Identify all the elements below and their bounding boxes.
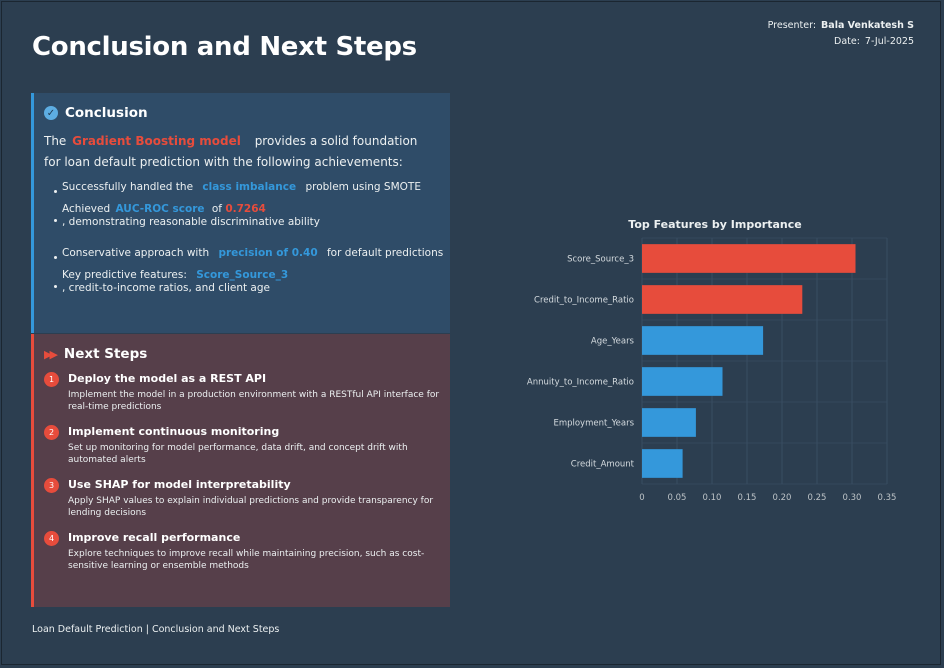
list-item: Achieved AUC-ROC score of 0.7264 , demon… xyxy=(54,203,450,229)
step-number: 3 xyxy=(44,478,59,493)
y-tick-label: Employment_Years xyxy=(553,419,634,429)
conclusion-heading-text: Conclusion xyxy=(65,105,148,121)
bullet-text: , demonstrating reasonable discriminativ… xyxy=(62,216,321,228)
x-tick-label: 0.35 xyxy=(878,493,897,503)
x-tick-label: 0 xyxy=(639,493,644,503)
bar xyxy=(642,326,764,355)
date-label: Date: xyxy=(834,36,860,47)
x-tick-label: 0.20 xyxy=(773,493,792,503)
bullet-text: Key predictive features: xyxy=(62,269,187,281)
step-title: Implement continuous monitoring xyxy=(68,425,280,438)
chart-x-ticks: 0 0.05 0.10 0.15 0.20 0.25 0.30 0.35 xyxy=(639,493,896,503)
bullet-text: problem using SMOTE xyxy=(305,181,421,193)
next-steps-heading-text: Next Steps xyxy=(63,346,148,362)
presenter-label: Presenter: xyxy=(767,20,817,31)
bullet-text: Successfully handled the xyxy=(62,181,194,193)
presenter-name: Bala Venkatesh S xyxy=(821,20,914,31)
step-description: Set up monitoring for model performance,… xyxy=(68,443,408,465)
bar xyxy=(642,285,803,314)
step-description: Apply SHAP values to explain individual … xyxy=(68,496,434,518)
step-item: 4 Improve recall performance Explore tec… xyxy=(44,531,450,572)
y-tick-label: Age_Years xyxy=(591,337,635,347)
step-item: 3 Use SHAP for model interpretability Ap… xyxy=(44,478,450,519)
intro-post: provides a solid foundation for loan def… xyxy=(44,134,418,169)
step-number: 4 xyxy=(44,531,59,546)
bullet-highlight: precision of 0.40 xyxy=(218,247,318,259)
intro-pre: The xyxy=(44,134,67,148)
x-tick-label: 0.05 xyxy=(668,493,687,503)
bullet-text: , credit-to-income ratios, and client ag… xyxy=(62,282,270,294)
bullet-value: 0.7264 xyxy=(225,203,266,215)
chart-y-labels: Score_Source_3 Credit_to_Income_Ratio Age_… xyxy=(527,255,635,470)
chart-bars xyxy=(642,244,856,478)
chart-title: Top Features by Importance xyxy=(628,218,801,231)
x-tick-label: 0.25 xyxy=(808,493,827,503)
conclusion-intro: The Gradient Boosting model provides a s… xyxy=(44,131,450,173)
step-number: 2 xyxy=(44,425,59,440)
bullet-highlight: AUC-ROC score xyxy=(115,203,205,215)
chart-grid xyxy=(641,237,888,485)
bar xyxy=(642,367,723,396)
y-tick-label: Credit_Amount xyxy=(571,460,635,470)
step-item: 2 Implement continuous monitoring Set up… xyxy=(44,425,450,466)
bullet-highlight: Score_Source_3 xyxy=(196,269,289,281)
step-item: 1 Deploy the model as a REST API Impleme… xyxy=(44,372,450,413)
list-item: Successfully handled the class imbalance… xyxy=(54,181,450,194)
x-tick-label: 0.15 xyxy=(738,493,757,503)
x-tick-label: 0.10 xyxy=(703,493,722,503)
bullet-text: of xyxy=(211,203,222,215)
x-tick-label: 0.30 xyxy=(843,493,862,503)
bullet-text: Achieved xyxy=(62,203,111,215)
bullet-highlight: class imbalance xyxy=(202,181,297,193)
bar xyxy=(642,244,856,273)
steps-list: 1 Deploy the model as a REST API Impleme… xyxy=(44,372,450,572)
list-item: Conservative approach with precision of … xyxy=(54,247,450,260)
bullet-text: Conservative approach with xyxy=(62,247,210,259)
next-steps-panel: ▶▶ Next Steps 1 Deploy the model as a RE… xyxy=(31,334,450,607)
step-title: Use SHAP for model interpretability xyxy=(68,478,291,491)
fast-forward-icon: ▶▶ xyxy=(44,347,58,361)
bar xyxy=(642,449,683,478)
intro-highlight: Gradient Boosting model xyxy=(72,134,241,148)
conclusion-bullets: Successfully handled the class imbalance… xyxy=(44,181,450,295)
y-tick-label: Score_Source_3 xyxy=(567,255,634,265)
page-title: Conclusion and Next Steps xyxy=(32,32,417,62)
presenter-info: Presenter: Bala Venkatesh S Date: 7-Jul-20… xyxy=(768,18,914,50)
check-circle-icon: ✓ xyxy=(44,106,58,120)
step-description: Implement the model in a production envi… xyxy=(68,390,440,412)
footer-text: Loan Default Prediction | Conclusion and… xyxy=(32,624,280,635)
bullet-text: for default predictions xyxy=(326,247,444,259)
conclusion-panel: ✓ Conclusion The Gradient Boosting model… xyxy=(31,93,450,333)
conclusion-heading: ✓ Conclusion xyxy=(44,105,450,121)
step-title: Improve recall performance xyxy=(68,531,241,544)
y-tick-label: Annuity_to_Income_Ratio xyxy=(527,378,634,388)
step-title: Deploy the model as a REST API xyxy=(68,372,267,385)
next-steps-heading: ▶▶ Next Steps xyxy=(44,346,450,362)
date-value: 7-Jul-2025 xyxy=(864,36,914,47)
step-number: 1 xyxy=(44,372,59,387)
bar xyxy=(642,408,696,437)
feature-importance-chart: Top Features by Importance Score_Source_… xyxy=(527,218,897,503)
list-item: Key predictive features: Score_Source_3 … xyxy=(54,269,450,295)
step-description: Explore techniques to improve recall whi… xyxy=(68,549,425,571)
y-tick-label: Credit_to_Income_Ratio xyxy=(534,296,634,306)
